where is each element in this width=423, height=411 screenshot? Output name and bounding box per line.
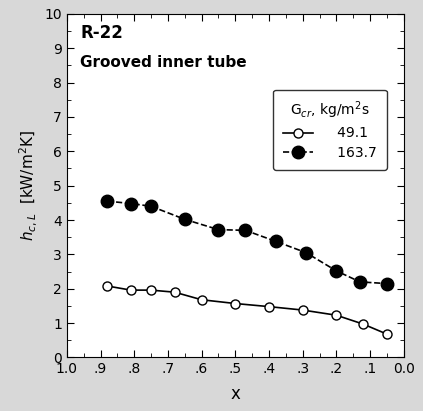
Legend:    49.1,    163.7: 49.1, 163.7 xyxy=(273,90,387,170)
Y-axis label: $h_{c,L}$  [kW/m$^2$K]: $h_{c,L}$ [kW/m$^2$K] xyxy=(17,130,39,241)
Text: R-22: R-22 xyxy=(80,24,123,42)
Text: Grooved inner tube: Grooved inner tube xyxy=(80,55,247,70)
X-axis label: x: x xyxy=(231,385,240,403)
